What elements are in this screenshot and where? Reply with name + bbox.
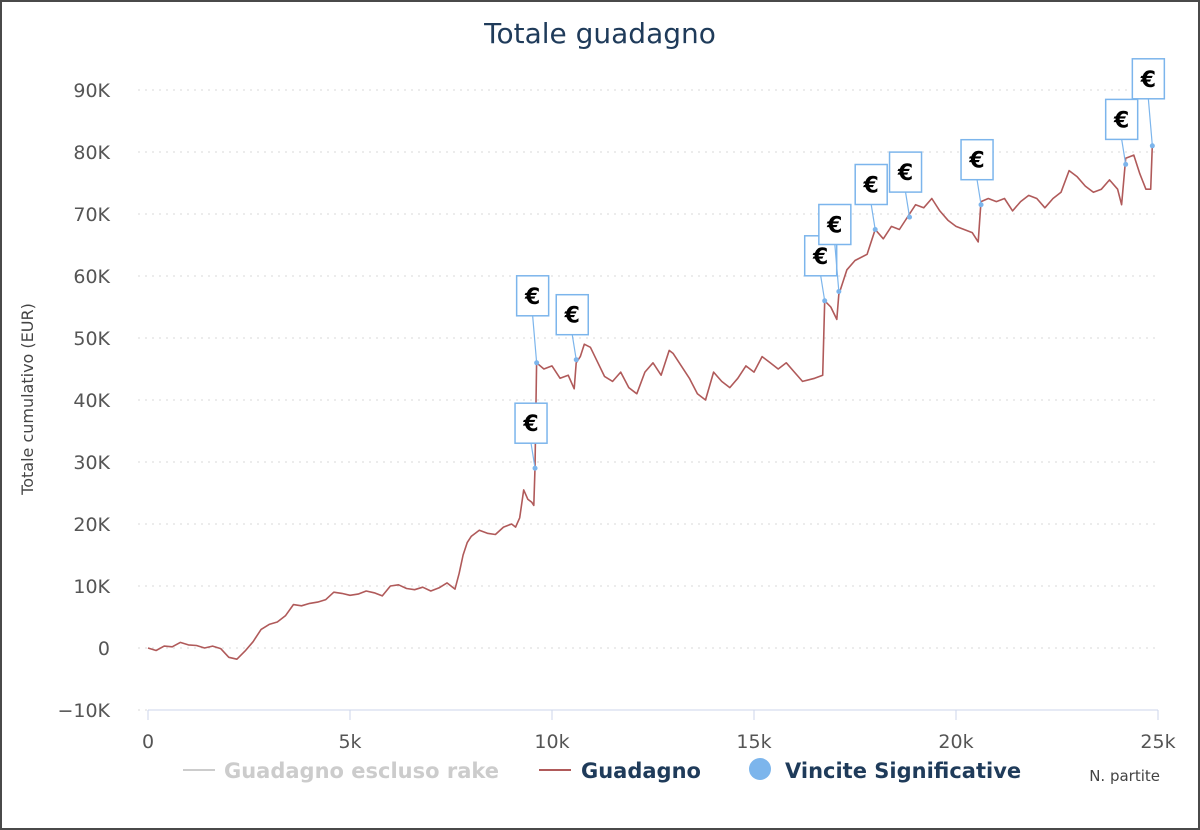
flag-vincita[interactable]: € <box>515 275 550 366</box>
flag-label: € <box>522 412 538 437</box>
x-axis: 0 5k 10k 15k 20k 25k <box>142 709 1176 753</box>
flag-stem <box>532 315 538 363</box>
legend-item[interactable]: Guadagno escluso rake <box>183 759 499 783</box>
y-tick-label: 80K <box>73 142 110 164</box>
legend: Guadagno escluso rake Guadagno Vincite Sig… <box>183 758 1021 783</box>
flag-vincita[interactable]: € <box>818 203 852 295</box>
flag-stem <box>834 244 840 292</box>
x-axis-label: N. partite <box>1089 767 1160 785</box>
flag-label: € <box>863 174 879 199</box>
y-tick-label: 0 <box>98 638 110 660</box>
flag-label: € <box>524 285 540 310</box>
y-tick-label: 70K <box>73 204 110 226</box>
flag-box <box>515 275 550 317</box>
plot-area <box>147 145 1154 660</box>
y-tick-label: 40K <box>73 390 110 412</box>
flag-vincita[interactable]: € <box>960 138 994 208</box>
flag-label: € <box>1140 68 1156 93</box>
flag-point <box>978 202 984 208</box>
flag-label: € <box>564 304 580 329</box>
y-tick-label: 20K <box>73 514 110 536</box>
flag-stem <box>976 179 982 205</box>
legend-circle-marker <box>749 758 771 780</box>
flag-label: € <box>826 214 842 239</box>
gridlines <box>138 89 1158 711</box>
flag-vincita[interactable]: € <box>1131 58 1166 149</box>
x-tick-label: 20k <box>938 731 973 753</box>
series-line-guadagno <box>147 145 1154 660</box>
flags-layer: € € € € € € € € € € <box>514 58 1166 471</box>
flag-box <box>888 151 923 193</box>
y-tick-label: 60K <box>73 266 110 288</box>
flag-stem <box>870 204 876 230</box>
flag-box <box>960 138 994 181</box>
flag-stem <box>571 334 577 360</box>
chart-title: Totale guadagno <box>483 17 716 50</box>
x-tick-label: 5k <box>338 731 361 753</box>
flag-stem <box>530 443 536 469</box>
y-tick-label: −10K <box>57 700 110 722</box>
flag-box <box>1104 98 1139 141</box>
y-tick-label: 10K <box>73 576 110 598</box>
flag-stem <box>904 192 911 218</box>
flag-box <box>854 163 888 206</box>
x-tick-label: 0 <box>142 731 154 753</box>
legend-item[interactable]: Guadagno <box>539 759 701 783</box>
flag-point <box>872 227 878 232</box>
flag-vincita[interactable]: € <box>514 402 548 471</box>
y-axis: −10K 0 10K 20K 30K 40K 50K 60K 70K 80K 90K <box>57 80 110 722</box>
flag-stem <box>1147 98 1153 146</box>
flag-point <box>534 360 540 366</box>
flag-box <box>514 402 548 444</box>
flag-point <box>1123 161 1129 167</box>
x-tick-label: 10k <box>534 731 569 753</box>
flag-vincita[interactable]: € <box>555 293 589 363</box>
flag-label: € <box>812 245 828 270</box>
legend-label: Guadagno <box>581 759 701 783</box>
flag-stem <box>1121 139 1127 165</box>
flag-box <box>818 203 852 246</box>
flag-point <box>907 214 913 220</box>
flag-vincita[interactable]: € <box>1104 98 1139 167</box>
flag-vincita[interactable]: € <box>888 151 923 220</box>
flag-vincita[interactable]: € <box>803 235 838 304</box>
flag-box <box>1131 58 1166 100</box>
flag-point <box>1149 143 1155 149</box>
x-tick-label: 25k <box>1140 731 1175 753</box>
flag-vincita[interactable]: € <box>854 163 888 233</box>
y-tick-label: 30K <box>73 452 110 474</box>
legend-item[interactable]: Vincite Significative <box>749 758 1021 783</box>
flag-point <box>573 357 579 363</box>
flag-label: € <box>1113 108 1129 133</box>
y-axis-label: Totale cumulativo (EUR) <box>18 303 37 496</box>
flag-box <box>555 293 589 336</box>
flag-label: € <box>968 149 984 174</box>
legend-label: Vincite Significative <box>785 759 1021 783</box>
flag-point <box>532 465 538 471</box>
y-tick-label: 90K <box>73 80 110 102</box>
flag-point <box>836 289 842 294</box>
y-tick-label: 50K <box>73 328 110 350</box>
flag-label: € <box>897 161 913 186</box>
legend-label: Guadagno escluso rake <box>224 759 499 783</box>
flag-stem <box>820 275 826 301</box>
x-tick-label: 15k <box>736 731 771 753</box>
flag-point <box>822 298 828 304</box>
